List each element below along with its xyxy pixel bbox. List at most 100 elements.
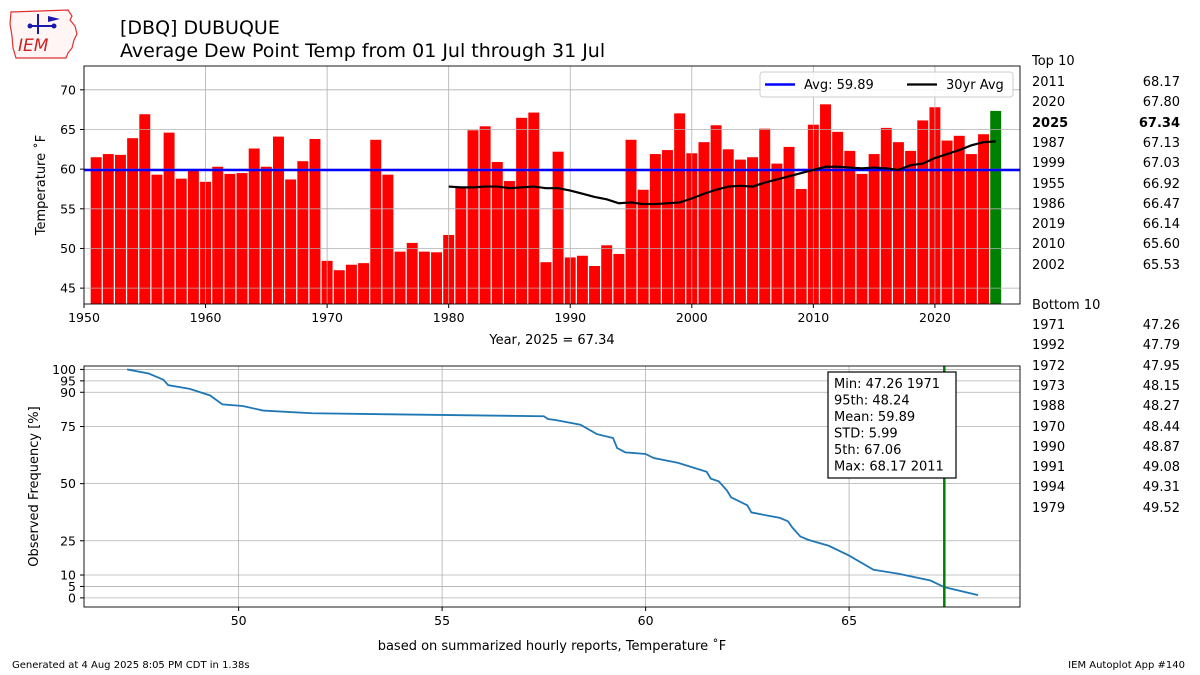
chart2-xlabel: based on summarized hourly reports, Temp… — [378, 638, 727, 654]
bar-1963 — [236, 173, 248, 304]
top10-value: 66.14 — [1142, 217, 1180, 233]
top10-year: 2002 — [1032, 257, 1066, 273]
top10-value: 68.17 — [1142, 75, 1180, 90]
bar-1977 — [406, 242, 418, 304]
bar-1978 — [418, 251, 430, 304]
top10-value: 65.60 — [1142, 237, 1180, 253]
bottom10-row: 1988 48.27 — [1032, 399, 1180, 417]
bottom10-heading: Bottom 10 — [1032, 298, 1101, 313]
logo-cup-shape — [27, 23, 33, 29]
y-tick-label: 50 — [60, 241, 76, 256]
bar-1967 — [285, 179, 297, 304]
top10-row: 2011 68.17 — [1032, 75, 1180, 93]
bar-1973 — [358, 263, 370, 304]
bar-1951 — [90, 157, 102, 304]
bar-2012 — [832, 131, 844, 304]
x-tick-label: 60 — [638, 613, 654, 628]
bar-1986 — [516, 117, 528, 305]
bar-1988 — [540, 262, 552, 304]
bottom10-value: 48.87 — [1142, 439, 1180, 455]
bottom10-row: 1992 47.79 — [1032, 338, 1180, 356]
bar-1962 — [224, 173, 236, 304]
bar-2016 — [880, 127, 892, 304]
y-tick-label: 75 — [60, 419, 76, 434]
iem-iowa-logo-icon: IEM — [9, 9, 78, 59]
y-tick-label: 50 — [60, 476, 76, 491]
chart1-frame — [83, 65, 1021, 305]
bar-2004 — [734, 159, 746, 304]
stats-line: 5th: 67.06 — [834, 443, 901, 458]
bottom10-year: 1991 — [1032, 460, 1066, 476]
app-credit: IEM Autoplot App #140 — [1068, 660, 1185, 671]
top10-row: 2025 67.34 — [1032, 116, 1180, 134]
bottom10-value: 49.08 — [1142, 460, 1180, 476]
bottom10-value: 47.79 — [1142, 338, 1180, 354]
top10-row: 2010 65.60 — [1032, 237, 1180, 255]
bar-1987 — [528, 112, 540, 304]
bar-2002 — [710, 125, 722, 305]
stats-line: 95th: 48.24 — [834, 394, 910, 409]
bar-1994 — [613, 253, 625, 304]
top10-year: 2025 — [1032, 115, 1069, 131]
bottom10-year: 1979 — [1032, 500, 1066, 516]
top10-value: 67.03 — [1142, 156, 1180, 172]
bar-2023 — [965, 154, 977, 304]
bar-1981 — [455, 187, 467, 304]
bar-1971 — [333, 270, 345, 304]
bar-1995 — [625, 139, 637, 304]
x-tick-label: 1960 — [190, 310, 222, 325]
bottom10-row: 1972 47.95 — [1032, 359, 1180, 377]
top10-heading: Top 10 — [1032, 54, 1075, 69]
top10-year: 2010 — [1032, 237, 1066, 253]
y-tick-label: 65 — [60, 122, 76, 137]
bottom10-value: 48.15 — [1142, 378, 1180, 394]
bottom10-value: 48.27 — [1142, 399, 1180, 415]
y-tick-label: 25 — [60, 533, 76, 548]
bar-1961 — [212, 166, 224, 304]
bottom10-row: 1994 49.31 — [1032, 480, 1180, 498]
top10-year: 2020 — [1032, 95, 1066, 111]
bar-2017 — [892, 142, 904, 304]
y-tick-label: 90 — [60, 385, 76, 400]
logo-text: IEM — [18, 36, 49, 56]
logo-vane-shape — [48, 16, 60, 22]
top10-value: 67.80 — [1142, 95, 1180, 111]
bar-2015 — [868, 154, 880, 304]
thirty-year-avg-line — [448, 140, 996, 206]
y-tick-label: 60 — [60, 162, 76, 177]
bottom10-value: 47.95 — [1142, 358, 1180, 374]
bar-1974 — [370, 139, 382, 304]
bar-2006 — [759, 128, 771, 304]
frequency-line — [126, 368, 979, 596]
y-tick-label: 95 — [60, 373, 76, 388]
bar-1957 — [163, 132, 175, 304]
bottom10-year: 1970 — [1032, 419, 1066, 435]
x-tick-label: 1950 — [68, 310, 100, 325]
bottom10-value: 49.52 — [1142, 500, 1180, 516]
y-tick-label: 10 — [60, 568, 76, 583]
bar-2011 — [820, 104, 831, 305]
bar-2021 — [941, 140, 953, 304]
bar-1959 — [187, 170, 199, 304]
x-tick-label: 50 — [231, 613, 247, 628]
bottom10-year: 1992 — [1032, 338, 1066, 354]
bar-1991 — [576, 255, 588, 304]
top10-year: 2019 — [1032, 217, 1066, 233]
bar-1992 — [589, 265, 601, 304]
top10-row: 1999 67.03 — [1032, 156, 1180, 174]
bar-1996 — [637, 189, 649, 304]
bar-1953 — [114, 154, 126, 304]
top10-value: 67.13 — [1142, 135, 1180, 151]
top10-value: 67.34 — [1138, 115, 1180, 131]
legend-30yr-label: 30yr Avg — [946, 78, 1004, 93]
bar-2025 — [990, 110, 1002, 304]
bottom10-row: 1979 49.52 — [1032, 501, 1180, 519]
bottom10-year: 1972 — [1032, 358, 1066, 374]
top10-row: 1955 66.92 — [1032, 177, 1180, 195]
stats-line: Mean: 59.89 — [834, 410, 915, 425]
y-tick-label: 55 — [60, 201, 76, 216]
bottom10-value: 49.31 — [1142, 480, 1180, 496]
x-tick-label: 55 — [434, 613, 450, 628]
